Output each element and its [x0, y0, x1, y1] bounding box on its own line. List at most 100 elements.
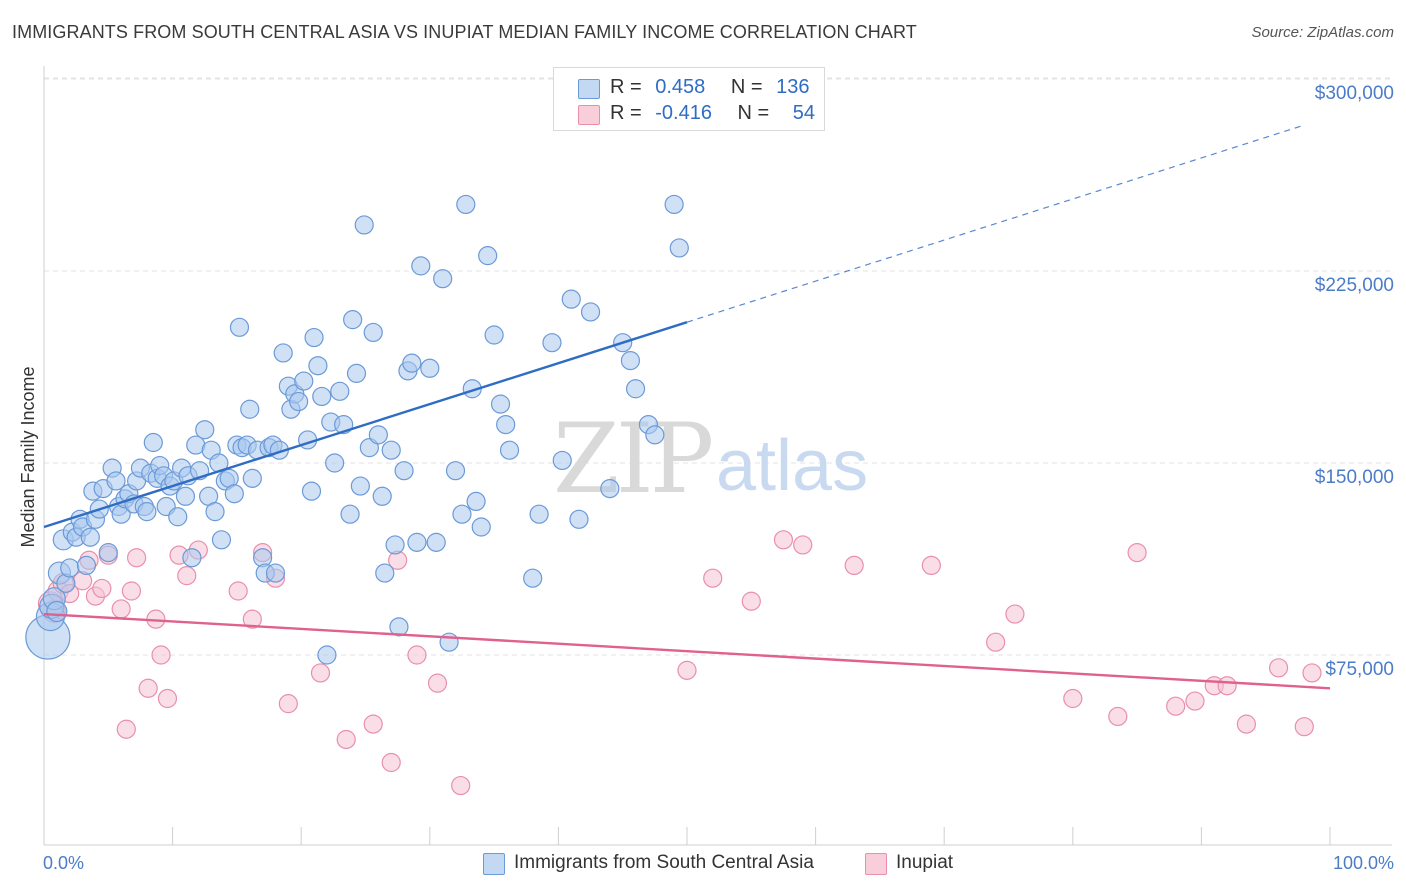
- r-value: -0.416: [655, 102, 712, 124]
- inupiat-point-17: [157, 688, 178, 709]
- south-central-asia-point-96: [389, 617, 409, 637]
- south-central-asia-point-118: [529, 504, 549, 524]
- inupiat-point-52: [1294, 717, 1314, 737]
- r-value: 0.458: [655, 76, 706, 98]
- south-central-asia-point-112: [478, 246, 498, 266]
- inupiat-point-34: [677, 660, 697, 680]
- inupiat-point-31: [407, 645, 427, 665]
- y-tick-label-3: $300,000: [1315, 83, 1394, 104]
- y-tick-label-2: $225,000: [1315, 275, 1394, 296]
- south-central-asia-point-14: [80, 527, 100, 547]
- inupiat-point-14: [138, 678, 158, 698]
- trend-line-south-central-asia: [43, 321, 688, 529]
- inupiat-point-16: [151, 645, 171, 665]
- south-central-asia-point-72: [289, 391, 309, 412]
- inupiat-point-51: [1268, 658, 1289, 678]
- chart-title: IMMIGRANTS FROM SOUTH CENTRAL ASIA VS IN…: [12, 22, 917, 42]
- south-central-asia-point-43: [182, 548, 202, 568]
- south-central-asia-point-49: [205, 502, 225, 522]
- south-central-asia-point-73: [294, 371, 314, 391]
- inupiat-point-47: [1185, 691, 1205, 711]
- inupiat-point-26: [310, 663, 331, 683]
- south-central-asia-point-113: [484, 325, 504, 345]
- south-central-asia-point-85: [343, 310, 363, 330]
- south-central-asia-points: [25, 194, 689, 665]
- south-central-asia-point-119: [542, 333, 562, 353]
- inupiat-point-49: [1217, 676, 1237, 696]
- y-tick-label-1: $150,000: [1315, 467, 1394, 488]
- south-central-asia-point-78: [312, 386, 332, 407]
- south-central-asia-point-86: [346, 363, 367, 383]
- inupiat-point-53: [1302, 663, 1322, 683]
- south-central-asia-point-130: [664, 194, 684, 215]
- south-central-asia-point-117: [523, 568, 543, 588]
- south-central-asia-point-19: [98, 542, 118, 563]
- r-label: R =: [610, 102, 642, 124]
- inupiat-point-44: [1108, 706, 1128, 727]
- south-central-asia-point-127: [625, 379, 646, 399]
- south-central-asia-point-122: [569, 509, 589, 529]
- inupiat-point-13: [126, 548, 147, 568]
- south-central-asia-point-68: [273, 343, 293, 363]
- inupiat-point-19: [177, 566, 197, 586]
- south-central-asia-point-110: [466, 491, 486, 511]
- inupiat-point-40: [921, 555, 941, 576]
- south-central-asia-point-30: [137, 502, 157, 522]
- south-central-asia-point-120: [552, 450, 572, 471]
- watermark-atlas: atlas: [716, 426, 868, 506]
- south-central-asia-point-8: [60, 558, 80, 578]
- inupiat-point-45: [1127, 542, 1147, 563]
- n-value: 54: [792, 102, 816, 124]
- bottom-legend-swatch-pink: [865, 853, 887, 875]
- trend-lines: [43, 124, 1331, 690]
- inupiat-point-10: [111, 599, 131, 619]
- south-central-asia-point-107: [452, 504, 472, 524]
- south-central-asia-point-108: [456, 194, 476, 215]
- inupiat-point-41: [986, 632, 1006, 652]
- y-tick-labels: $75,000 $150,000 $225,000 $300,000: [1315, 83, 1394, 680]
- legend-swatch-pink: [578, 105, 600, 125]
- south-central-asia-point-114: [490, 394, 511, 414]
- trend-line-south-central-asia-extension: [686, 124, 1305, 323]
- inupiat-point-25: [278, 694, 298, 714]
- south-central-asia-point-13: [76, 555, 97, 576]
- bottom-legend-label-pink: Inupiat: [896, 852, 954, 873]
- inupiat-point-28: [363, 714, 383, 734]
- south-central-asia-point-56: [229, 317, 250, 337]
- inupiat-point-33: [451, 775, 471, 796]
- inupiat-point-39: [844, 555, 864, 576]
- inupiat-point-12: [121, 581, 142, 601]
- south-central-asia-point-41: [175, 486, 196, 506]
- inupiat-point-50: [1236, 714, 1257, 734]
- south-central-asia-point-76: [304, 327, 324, 348]
- south-central-asia-point-51: [211, 530, 232, 550]
- south-central-asia-point-131: [669, 238, 689, 258]
- south-central-asia-point-111: [471, 517, 491, 537]
- south-central-asia-point-126: [620, 351, 641, 371]
- south-central-asia-point-129: [645, 425, 665, 445]
- south-central-asia-point-90: [363, 322, 383, 343]
- south-central-asia-point-81: [325, 453, 345, 473]
- south-central-asia-point-94: [381, 440, 401, 460]
- south-central-asia-point-102: [420, 358, 440, 378]
- south-central-asia-point-84: [340, 504, 360, 524]
- axes: [43, 66, 1392, 846]
- grid-lines: [44, 77, 1392, 656]
- inupiat-points: [37, 530, 1322, 796]
- south-central-asia-point-95: [385, 535, 405, 555]
- south-central-asia-point-66: [265, 563, 286, 583]
- x-tick-label-max: 100.0%: [1333, 853, 1394, 873]
- south-central-asia-point-116: [499, 440, 520, 460]
- south-central-asia-point-59: [240, 399, 260, 419]
- south-central-asia-point-32: [143, 432, 163, 453]
- south-central-asia-point-88: [354, 215, 374, 235]
- inupiat-point-8: [92, 578, 112, 599]
- south-central-asia-point-104: [433, 269, 453, 289]
- inupiat-point-21: [228, 581, 248, 601]
- south-central-asia-point-93: [375, 563, 395, 583]
- inupiat-point-32: [427, 673, 448, 693]
- inupiat-point-35: [703, 568, 723, 588]
- south-central-asia-point-21: [106, 471, 126, 491]
- legend-stats-pink: R = -0.416 N = 54: [610, 102, 815, 125]
- stats-legend: R = 0.458 N = 136 R = -0.416 N = 54: [553, 67, 825, 131]
